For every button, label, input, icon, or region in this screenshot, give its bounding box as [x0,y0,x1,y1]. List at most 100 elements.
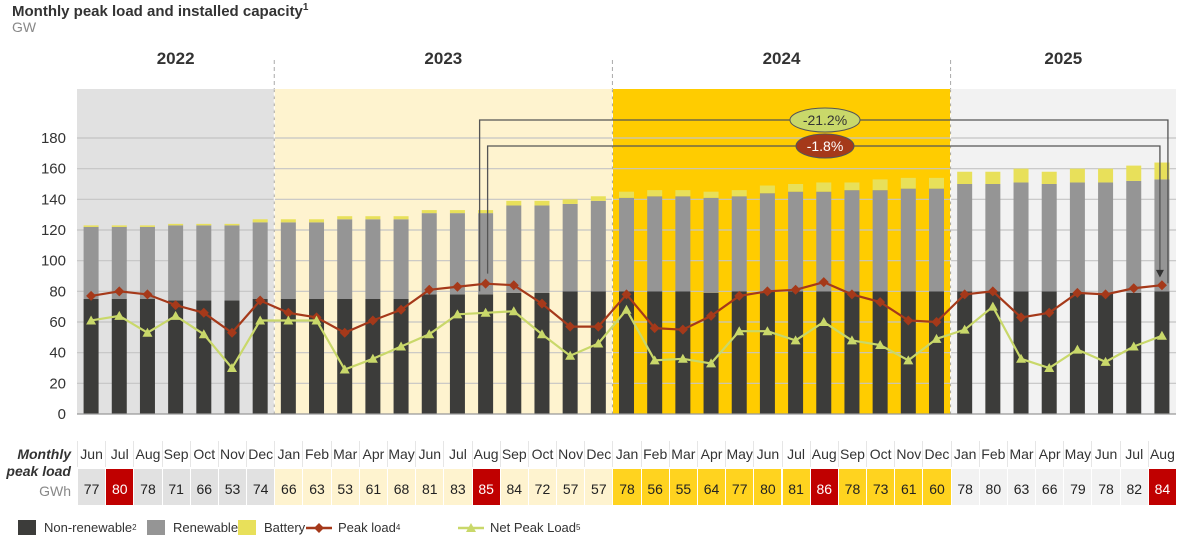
net-peak-load-point [621,304,632,314]
net-peak-load-point [255,315,266,325]
peak-load-point [396,304,407,315]
table-value-cell: 78 [837,469,867,505]
net-peak-load-point [649,355,660,365]
bar-battery [731,190,747,197]
peak-load-point [142,289,153,300]
bar-battery [168,223,184,226]
title-footnote: 1 [302,2,309,13]
bar-renewable [590,200,606,292]
legend-label: Peak load [338,520,396,535]
net-peak-load-point [1156,330,1167,340]
bar-renewable [421,213,437,295]
chart-title-text: Monthly peak load and installed capacity [12,3,303,20]
table-value-cell: 77 [725,469,754,505]
bar-battery [590,196,606,201]
table-month-header: Apr [358,441,387,467]
peak-load-line-icon [306,522,332,533]
bar-non-renewable [872,291,888,414]
peak-load-point [1044,307,1055,318]
table-value-cell: 53 [330,469,359,505]
bar-battery [1154,162,1170,180]
bar-renewable [928,188,944,292]
y-tick-label: 100 [41,253,66,270]
peak-load-point [621,289,632,300]
table-month-header: Aug [133,441,161,467]
table-month-header: Feb [978,441,1007,467]
bar-non-renewable [844,291,860,414]
net-peak-load-point [677,353,688,363]
table-value-cell: 63 [1006,469,1036,505]
peak-load-point [367,315,378,326]
y-tick-label: 60 [49,314,66,331]
y-tick-label: 80 [49,283,66,300]
bar-battery [1098,168,1114,183]
bar-renewable [562,203,578,292]
net-peak-load-point [1016,353,1027,363]
table-label-line1: Monthly [17,446,71,462]
bar-renewable [449,213,465,295]
bar-non-renewable [196,300,212,414]
table-month-header: Jul [105,441,133,467]
table-value-cell-highlighted: 86 [809,469,838,505]
bar-battery [900,177,916,189]
table-value-cell: 66 [1035,469,1064,505]
net-peak-load-point [142,327,153,337]
legend-item-renewable: Renewable3 [147,520,243,535]
table-value-cell: 81 [781,469,810,505]
year-label-2024: 2024 [763,49,801,68]
table-month-header: Jun [1091,441,1119,467]
table-value-cell: 78 [950,469,979,505]
bar-non-renewable [83,299,99,414]
peak-load-point [198,307,209,318]
table-value-cell: 55 [668,469,697,505]
bar-battery [393,216,409,220]
bar-renewable [196,225,212,301]
peak-load-point [959,289,970,300]
bar-non-renewable [731,291,747,414]
table-month-header: May [725,441,753,467]
peak-load-point [339,327,350,338]
bar-renewable [280,222,296,299]
peak-load-point [706,310,717,321]
table-value-cell: 66 [274,469,303,505]
bar-non-renewable [759,291,775,414]
net-peak-load-line-icon [458,522,484,532]
peak-load-point [649,323,660,334]
table-month-header: Sep [161,441,190,467]
bar-renewable [83,226,99,299]
net-peak-load-point [987,301,998,311]
bar-non-renewable [1126,292,1142,414]
peak-load-point [734,290,745,301]
bar-non-renewable [280,299,296,414]
bar-renewable [337,219,353,299]
y-tick-label: 0 [58,406,66,423]
net-peak-load-point [931,333,942,343]
table-value-cell: 78 [1091,469,1120,505]
bar-non-renewable [985,291,1001,414]
bar-non-renewable [506,292,522,414]
table-value-cell: 74 [246,469,275,505]
table-month-header: Jun [753,441,781,467]
bar-battery [252,219,268,223]
table-value-cell-highlighted: 85 [471,469,500,505]
bar-non-renewable [168,300,184,414]
net-peak-load-point [903,355,914,365]
bar-battery [365,216,381,220]
year-label-2023: 2023 [424,49,462,68]
table-month-header: Mar [330,441,359,467]
bar-battery [309,219,325,223]
peak-load-point [875,297,886,308]
annotation-peak-change-label: -1.8% [807,138,844,154]
bar-battery [562,199,578,204]
year-label-2022: 2022 [157,49,195,68]
bar-battery [928,177,944,189]
bars [83,162,1170,414]
bar-battery [1069,168,1085,183]
bar-battery [1013,168,1029,183]
bar-battery [647,190,663,197]
peak-load-point [1072,287,1083,298]
bar-battery [703,191,719,198]
y-tick-label: 40 [49,345,66,362]
bar-renewable [309,222,325,299]
year-separators [273,60,952,414]
